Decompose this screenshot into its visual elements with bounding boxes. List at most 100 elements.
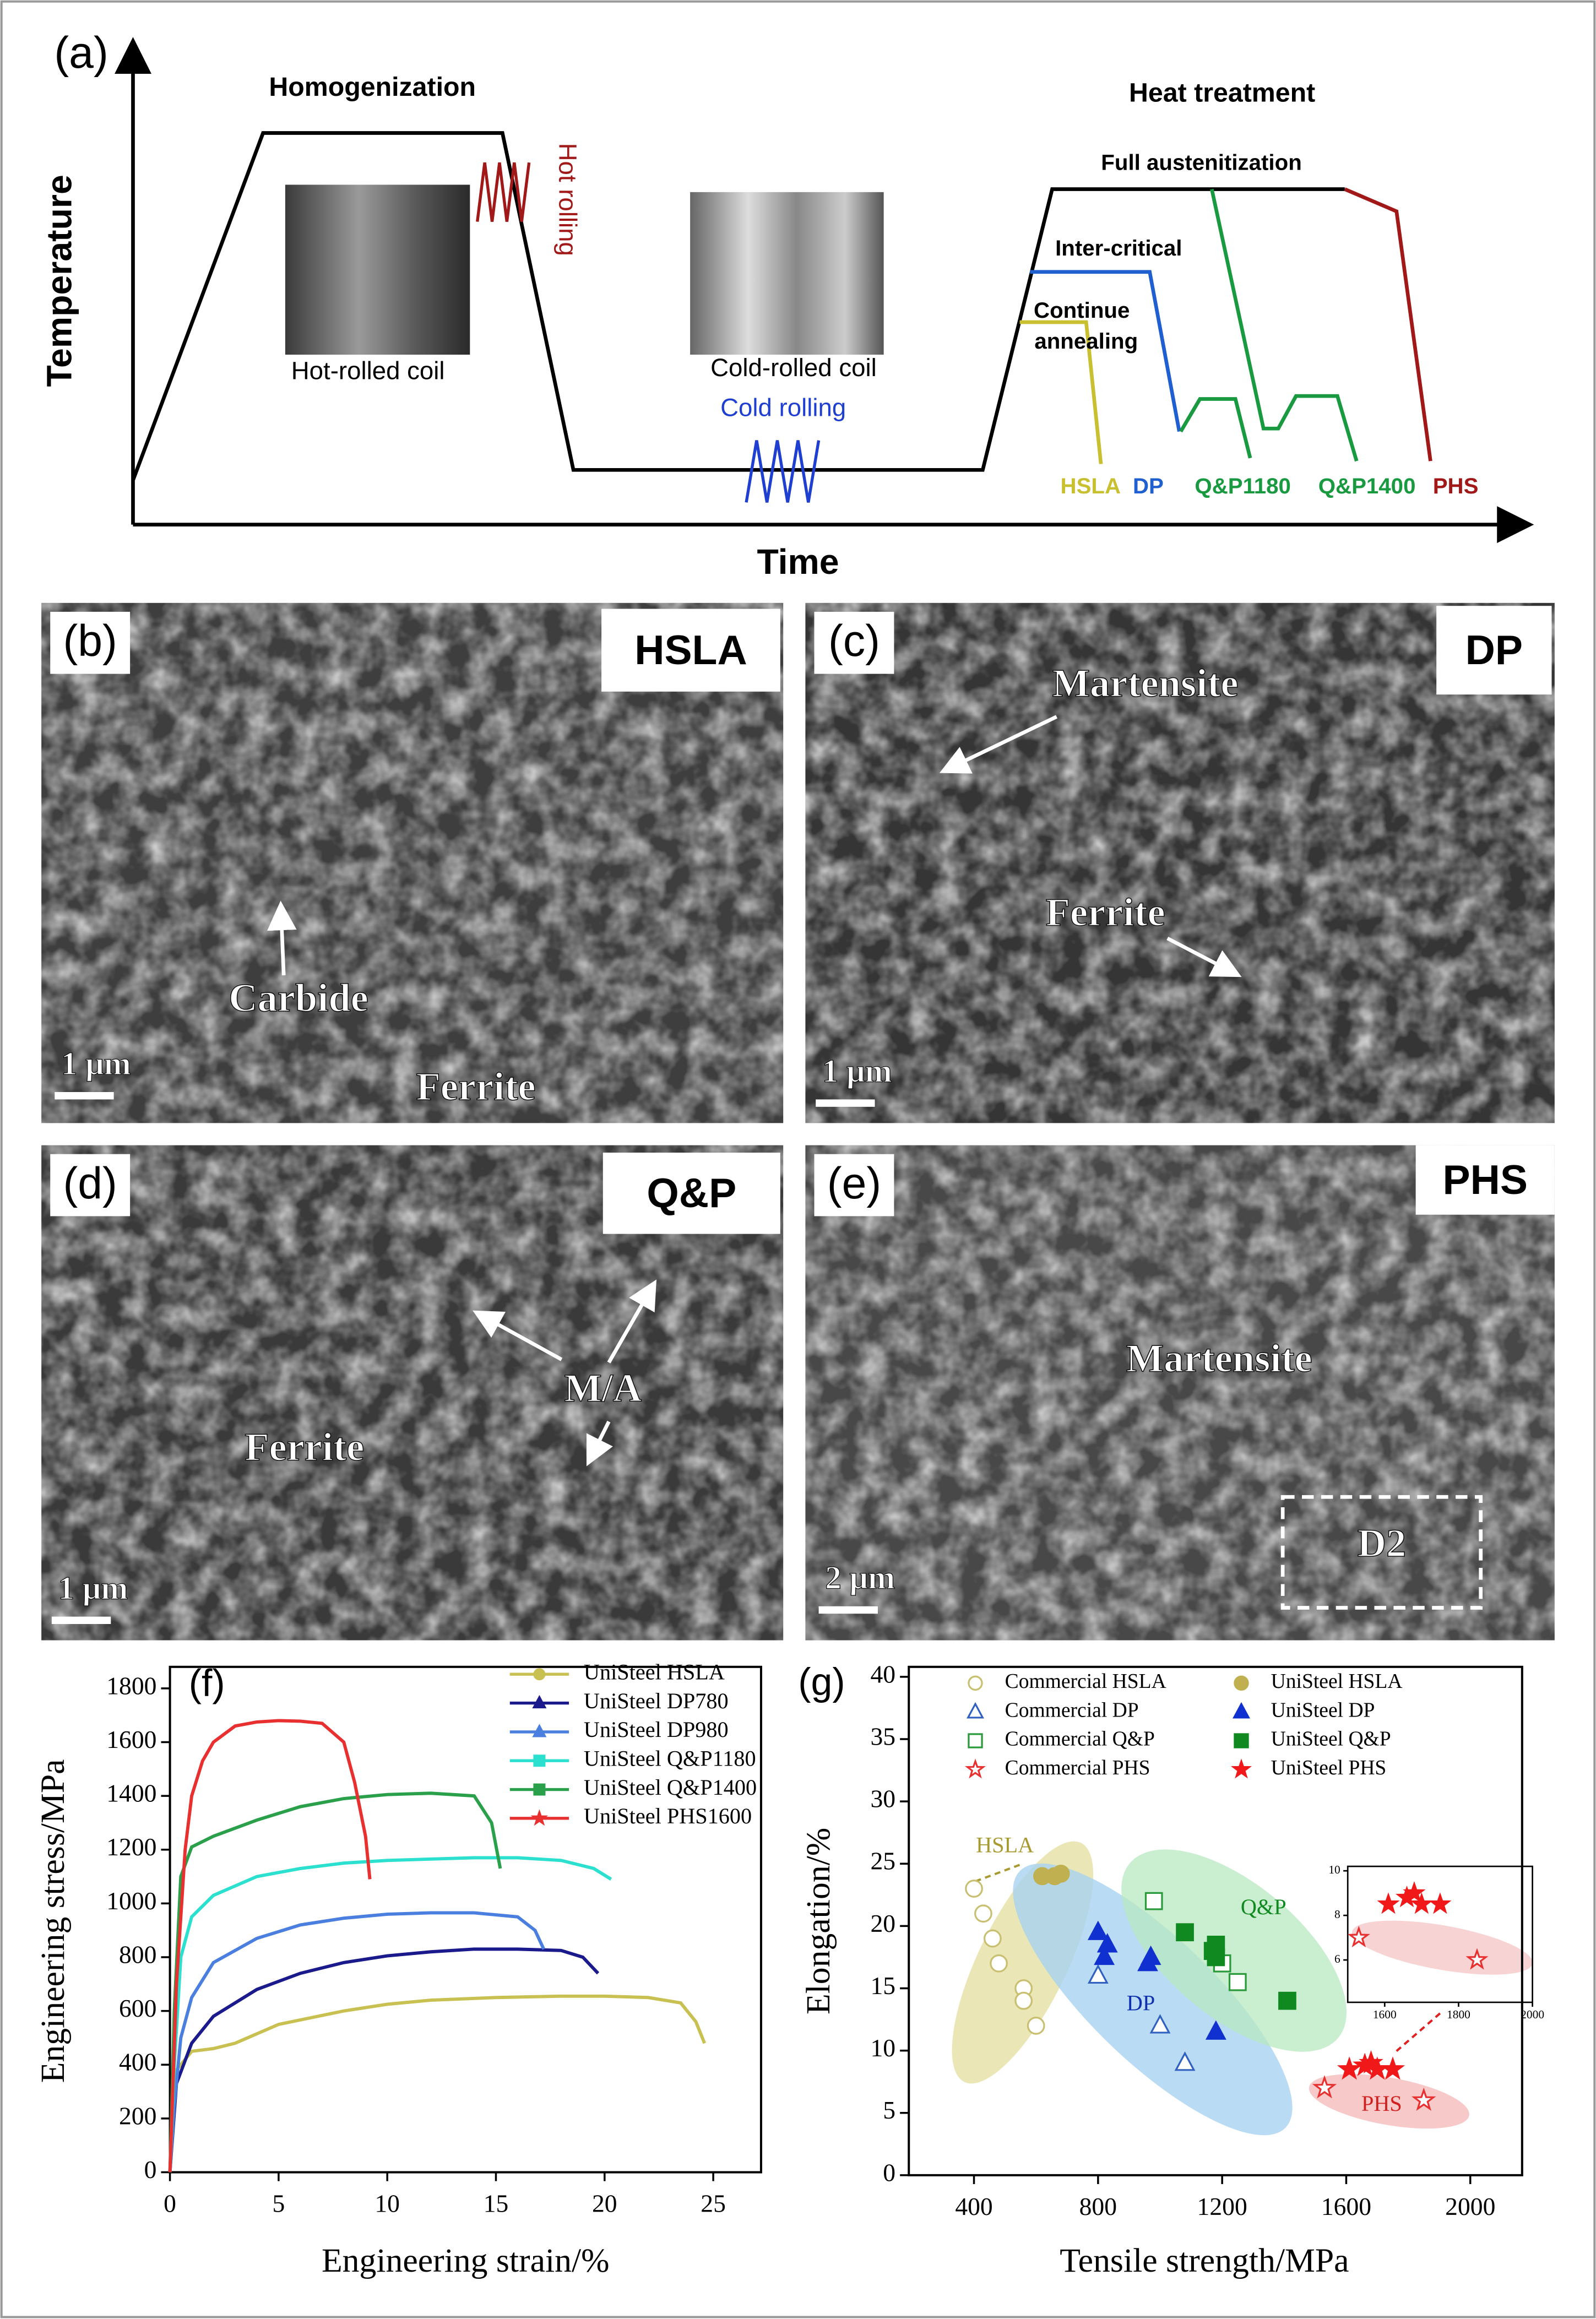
tag-box xyxy=(1436,606,1552,695)
point xyxy=(1278,1991,1296,2010)
stage-label: Continue xyxy=(1034,298,1130,323)
panel-label: (b) xyxy=(63,616,117,666)
point xyxy=(974,1904,992,1923)
phase-label: Martensite xyxy=(1052,660,1239,705)
route-qp1400 xyxy=(1210,188,1359,462)
legend-label: UniSteel Q&P1400 xyxy=(584,1775,757,1800)
point xyxy=(990,1954,1008,1973)
route-phs xyxy=(1344,187,1432,461)
point xyxy=(983,1929,1002,1948)
route-label: PHS xyxy=(1433,474,1479,498)
scale-bar xyxy=(55,1092,114,1100)
legend-label: Commercial PHS xyxy=(1005,1757,1150,1779)
inset-point xyxy=(1377,1892,1400,1914)
tag-box xyxy=(602,1153,780,1234)
series-line xyxy=(168,1994,707,2173)
legend-marker xyxy=(532,1724,547,1737)
panel-label: (c) xyxy=(828,616,880,666)
legend-label: UniSteel PHS1600 xyxy=(584,1804,752,1828)
route-label: Q&P1180 xyxy=(1195,474,1291,498)
legend-label: UniSteel Q&P xyxy=(1271,1728,1391,1751)
point xyxy=(1412,2087,1436,2111)
group-label: PHS xyxy=(1361,2091,1402,2116)
x-tick-label: 20 xyxy=(592,2190,617,2218)
group-region xyxy=(1309,2074,1469,2129)
x-tick-label: 400 xyxy=(955,2192,992,2220)
route-label: Q&P1400 xyxy=(1318,474,1416,498)
phase-label: Ferrite xyxy=(1046,889,1165,934)
inset-point xyxy=(1410,1892,1433,1914)
photo-caption: Cold-rolled coil xyxy=(710,354,877,382)
legend-label: UniSteel Q&P1180 xyxy=(584,1746,756,1771)
y-axis-title: Elongation/% xyxy=(800,1828,837,2014)
stage-label: Cold rolling xyxy=(720,393,846,421)
point xyxy=(1087,1964,1109,1984)
cold-coil-photo xyxy=(690,192,884,355)
x-tick-label: 0 xyxy=(164,2190,176,2218)
point xyxy=(1337,2056,1362,2080)
tag-box xyxy=(601,609,780,692)
point xyxy=(1312,2075,1337,2099)
point xyxy=(1176,1923,1194,1942)
inset-y-tick-label: 8 xyxy=(1334,1908,1340,1921)
tag: Q&P xyxy=(647,1170,736,1216)
point xyxy=(1094,1945,1115,1965)
scale-bar-label: 2 μm xyxy=(825,1560,895,1596)
plot-frame xyxy=(908,1665,1523,2176)
arrow xyxy=(939,715,1058,774)
tag: HSLA xyxy=(634,627,747,673)
route-hsla xyxy=(1019,320,1103,464)
phase-label: Ferrite xyxy=(245,1425,364,1469)
group-region xyxy=(1351,1920,1533,1975)
phase-label: M/A xyxy=(564,1365,642,1410)
panel-label: (g) xyxy=(798,1660,845,1703)
legend-label: UniSteel DP780 xyxy=(584,1688,729,1713)
legend-marker xyxy=(964,1758,986,1779)
point xyxy=(1207,1948,1225,1967)
point xyxy=(1051,1865,1070,1883)
series-line xyxy=(168,1947,600,2173)
series-line xyxy=(168,1791,502,2173)
y-tick-label: 1000 xyxy=(106,1887,156,1915)
legend-label: UniSteel HSLA xyxy=(1271,1670,1403,1693)
point xyxy=(1174,2051,1196,2071)
inset-point xyxy=(1347,1925,1370,1948)
y-tick-label: 5 xyxy=(883,2096,895,2124)
hot-rolling-icon xyxy=(476,162,531,222)
y-axis-title: Engineering stress/MPa xyxy=(34,1759,72,2083)
point xyxy=(1149,2014,1171,2034)
series-line xyxy=(168,1911,545,2173)
inset-frame xyxy=(1347,1865,1533,2003)
inset-point xyxy=(1403,1881,1426,1903)
y-tick-label: 30 xyxy=(870,1785,895,1813)
arrow xyxy=(267,900,297,976)
phase-label: Ferrite xyxy=(416,1064,535,1109)
plot-frame xyxy=(169,1665,762,2174)
region-box xyxy=(1280,1495,1483,1610)
panel-a: (a) Temperature Time Homogenization Hot … xyxy=(40,28,1534,582)
route-label: HSLA xyxy=(1061,474,1121,498)
point xyxy=(1228,1973,1247,1991)
point xyxy=(1205,2020,1226,2040)
label-box xyxy=(814,611,894,674)
tag-box xyxy=(1415,1145,1555,1215)
legend-marker xyxy=(1234,1675,1249,1691)
photo-caption: Hot-rolled coil xyxy=(291,356,445,384)
x-tick-label: 800 xyxy=(1079,2192,1117,2220)
cold-rolling-icon xyxy=(745,440,821,503)
group-label: DP xyxy=(1127,1991,1155,2016)
series-line xyxy=(168,1719,372,2173)
y-tick-label: 20 xyxy=(870,1909,895,1937)
axis-title: Temperature xyxy=(40,175,79,387)
point xyxy=(1140,1945,1161,1965)
y-tick-label: 200 xyxy=(119,2101,156,2130)
y-tick-label: 35 xyxy=(870,1723,895,1751)
inset-x-tick-label: 1600 xyxy=(1373,2008,1397,2021)
micrographs xyxy=(41,602,1555,1641)
inset-x-tick-label: 2000 xyxy=(1521,2008,1544,2021)
legend-marker xyxy=(533,1668,546,1681)
micrograph-texture xyxy=(805,602,1555,1123)
micrograph-texture xyxy=(805,1145,1555,1641)
